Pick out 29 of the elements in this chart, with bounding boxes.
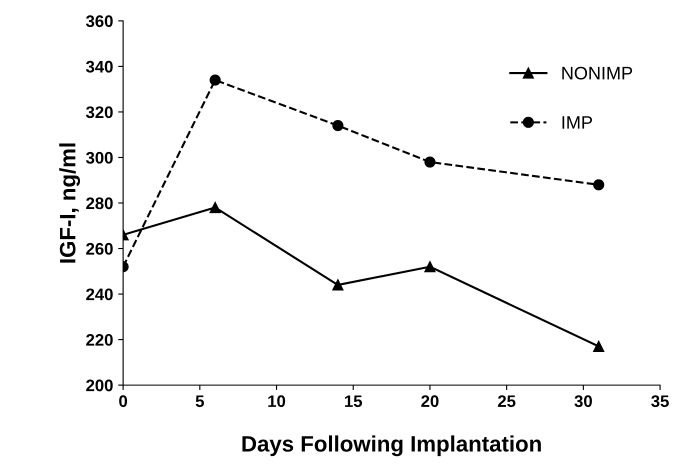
point [593, 179, 604, 190]
y-tick-label: 340 [86, 60, 113, 73]
point [424, 261, 436, 272]
x-tick-label: 10 [268, 395, 286, 408]
y-tick-label: 260 [86, 242, 113, 255]
point [210, 202, 221, 214]
x-tick-label: 15 [345, 395, 362, 408]
point [593, 340, 604, 352]
y-tick-label: 220 [86, 334, 113, 346]
x-tick-label: 35 [651, 395, 669, 408]
x-tick-label: 25 [498, 395, 516, 408]
y-tick-label: 240 [86, 288, 113, 300]
legend-label: NONIMP [562, 66, 632, 80]
y-tick-label: 320 [86, 106, 113, 118]
x-tick-label: 30 [574, 395, 592, 408]
y-tick-label: 200 [86, 380, 113, 392]
point [332, 120, 344, 132]
y-tick-label: 360 [86, 15, 113, 28]
x-tick-label: 0 [119, 395, 128, 408]
point [210, 74, 221, 86]
legend-label: IMP [562, 116, 592, 129]
point [332, 279, 344, 291]
x-axis-title: Days Following Implantation [242, 435, 541, 456]
y-axis-title: IGF-I, ng/ml [59, 143, 80, 263]
x-tick-label: 5 [196, 395, 204, 408]
x-tick-label: 20 [421, 395, 439, 408]
y-tick-label: 300 [86, 152, 113, 164]
y-tick-label: 280 [86, 197, 113, 210]
point [424, 156, 436, 168]
